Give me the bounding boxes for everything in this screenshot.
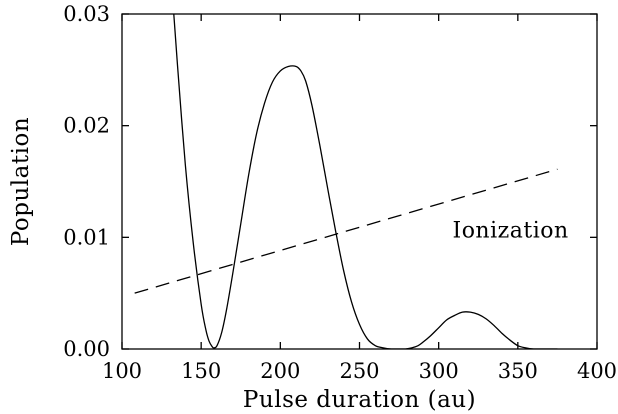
y-tick-label: 0.00 [63,337,110,361]
x-tick-label: 350 [498,359,538,383]
ionization-annotation: Ionization [453,219,569,244]
ticks-layer: 100 150 200 250 300 350 400 0.00 0.01 0.02 0.03 [63,2,617,383]
population-curve [173,14,558,349]
x-tick-label: 400 [577,359,617,383]
x-tick-label: 300 [419,359,459,383]
ionization-dashed-line [134,168,558,294]
y-tick-label: 0.02 [63,114,110,138]
y-tick-label: 0.03 [63,2,110,26]
x-axis-label: Pulse duration (au) [243,387,476,413]
x-tick-label: 150 [181,359,221,383]
y-axis-label: Population [8,117,34,246]
series-layer [134,14,558,349]
x-tick-label: 250 [339,359,379,383]
plot-frame [121,13,598,350]
x-tick-label: 200 [260,359,300,383]
y-tick-label: 0.01 [63,225,110,249]
x-tick-label: 100 [102,359,142,383]
